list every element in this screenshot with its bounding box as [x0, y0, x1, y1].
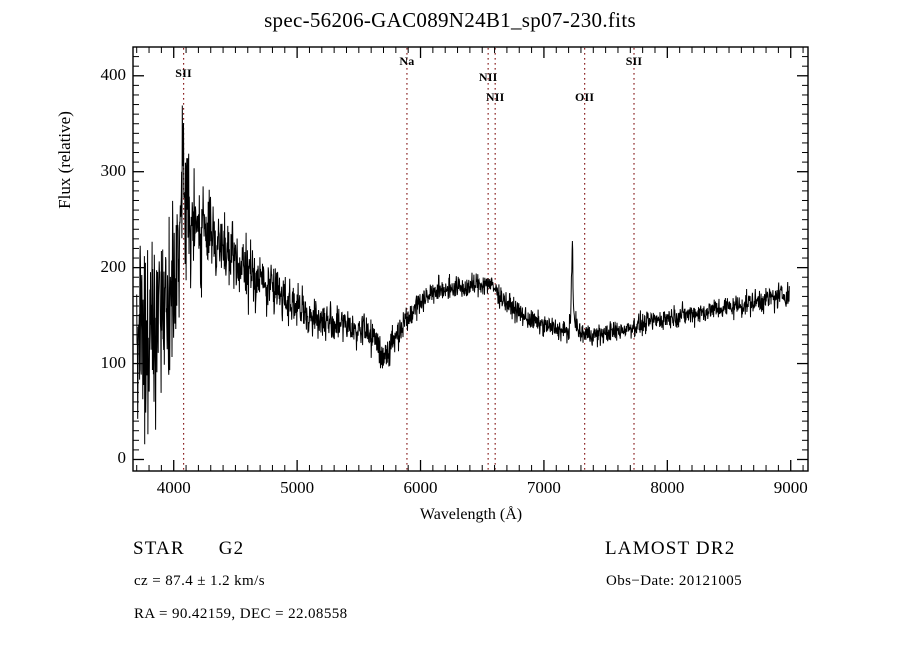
line-marker-label: NII [485, 90, 505, 104]
obs-date: Obs−Date: 20121005 [606, 573, 743, 589]
axis-frame [132, 46, 809, 472]
line-marker-group [182, 48, 635, 470]
x-tick-label: 8000 [650, 478, 685, 497]
line-marker-label: SII [625, 54, 643, 68]
survey-name: LAMOST DR2 [605, 538, 736, 559]
y-tick-label: 300 [100, 160, 127, 180]
y-tick-label: 400 [100, 64, 127, 84]
y-tick-label: 0 [117, 448, 127, 468]
object-class: STAR [133, 538, 185, 559]
x-axis-label: Wavelength (Å) [419, 506, 523, 523]
y-tick-label: 100 [100, 352, 127, 372]
page-title: spec-56206-GAC089N24B1_sp07-230.fits [264, 8, 636, 32]
line-marker-label: SII [175, 66, 192, 80]
x-tick-label: 4000 [156, 478, 191, 497]
spectrum-trace [136, 105, 790, 445]
x-tick-label: 5000 [280, 478, 315, 497]
line-marker-label: Na [399, 54, 415, 68]
y-tick-label: 200 [100, 256, 127, 276]
redshift-velocity: cz = 87.4 ± 1.2 km/s [134, 573, 265, 589]
line-marker-label: NII [478, 70, 498, 84]
spectral-type: G2 [218, 538, 245, 559]
object-class-label: STAR G2 [133, 538, 244, 560]
line-marker-label: OII [575, 90, 595, 104]
x-tick-label: 7000 [526, 478, 561, 497]
x-tick-label: 6000 [403, 478, 438, 497]
x-tick-label: 9000 [773, 478, 808, 497]
coordinates: RA = 90.42159, DEC = 22.08558 [134, 606, 348, 622]
